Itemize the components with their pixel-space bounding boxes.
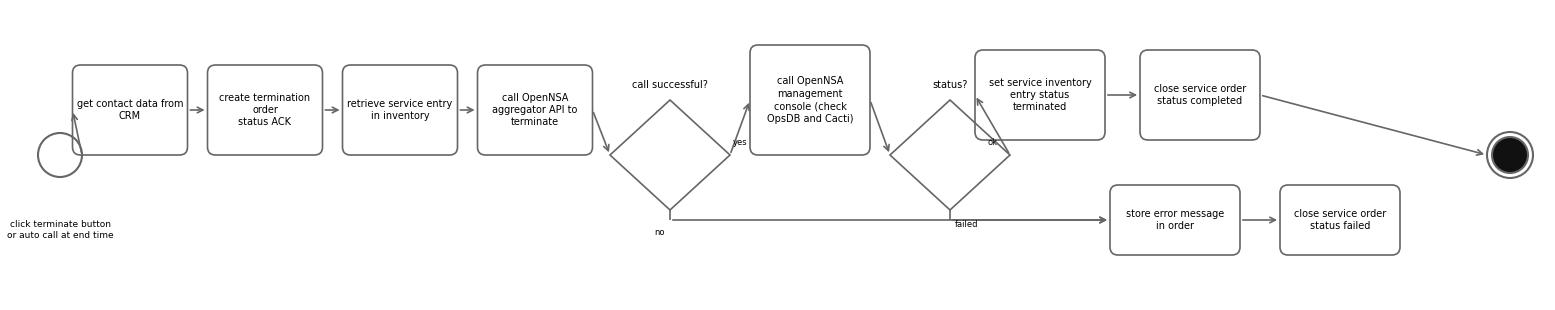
Text: retrieve service entry
in inventory: retrieve service entry in inventory <box>347 99 453 121</box>
FancyBboxPatch shape <box>1140 50 1260 140</box>
Text: ok: ok <box>987 138 997 147</box>
FancyBboxPatch shape <box>342 65 457 155</box>
Text: call successful?: call successful? <box>631 80 708 90</box>
Text: click terminate button
or auto call at end time: click terminate button or auto call at e… <box>6 220 114 240</box>
Text: yes: yes <box>732 138 748 147</box>
Text: close service order
status failed: close service order status failed <box>1294 209 1386 231</box>
FancyBboxPatch shape <box>750 45 869 155</box>
Text: call OpenNSA
aggregator API to
terminate: call OpenNSA aggregator API to terminate <box>493 93 578 127</box>
Text: create termination
order
status ACK: create termination order status ACK <box>219 93 311 127</box>
Text: failed: failed <box>955 220 978 229</box>
Text: set service inventory
entry status
terminated: set service inventory entry status termi… <box>989 78 1092 113</box>
Text: close service order
status completed: close service order status completed <box>1154 84 1246 106</box>
FancyBboxPatch shape <box>207 65 322 155</box>
FancyBboxPatch shape <box>477 65 592 155</box>
Circle shape <box>1491 137 1529 173</box>
FancyBboxPatch shape <box>1280 185 1400 255</box>
Text: no: no <box>655 228 666 237</box>
Text: call OpenNSA
management
console (check
OpsDB and Cacti): call OpenNSA management console (check O… <box>767 76 854 124</box>
Text: get contact data from
CRM: get contact data from CRM <box>76 99 183 121</box>
FancyBboxPatch shape <box>1110 185 1239 255</box>
Text: status?: status? <box>933 80 967 90</box>
FancyBboxPatch shape <box>73 65 188 155</box>
Text: store error message
in order: store error message in order <box>1126 209 1224 231</box>
FancyBboxPatch shape <box>975 50 1106 140</box>
